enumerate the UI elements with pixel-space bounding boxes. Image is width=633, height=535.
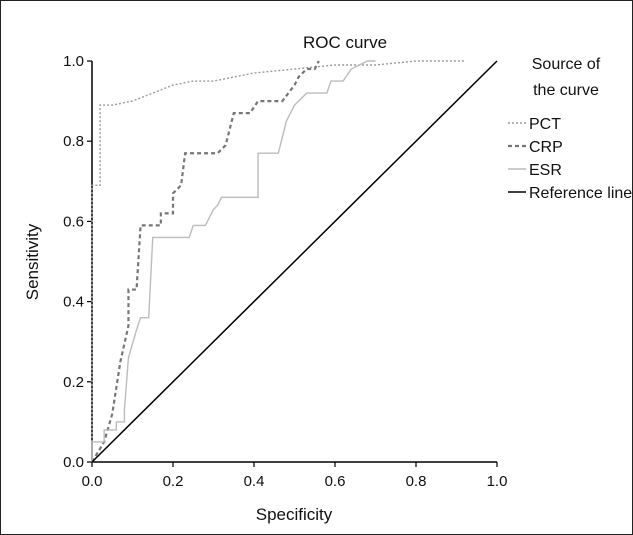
legend-title-line-1: Source of (532, 56, 601, 73)
x-ticks: 0.0 0.2 0.4 0.6 0.8 1.0 (82, 462, 508, 490)
y-tick-label: 0.8 (63, 133, 84, 150)
series-layer (91, 60, 498, 463)
x-tick-label: 0.2 (163, 473, 184, 490)
y-tick-label: 0.0 (63, 454, 84, 471)
y-axis-label: Sensitivity (23, 223, 42, 300)
legend-items: PCT CRP ESR Reference line (508, 116, 632, 202)
x-tick-label: 1.0 (487, 473, 508, 490)
x-tick-label: 0.4 (244, 473, 265, 490)
legend-label-esr: ESR (529, 162, 562, 179)
legend-label-crp: CRP (529, 139, 563, 156)
x-axis-label: Specificity (256, 505, 333, 524)
legend-title-line-2: the curve (533, 82, 599, 99)
x-tick-label: 0.8 (406, 473, 427, 490)
series-line-crp (91, 60, 320, 463)
series-line-pct (91, 60, 465, 462)
legend-label-reference-line: Reference line (529, 185, 632, 202)
x-tick-label: 0.6 (325, 473, 346, 490)
chart-title: ROC curve (303, 33, 387, 52)
plot-area: 0.0 0.2 0.4 0.6 0.8 1.0 0.0 0.2 0.4 0.6 0.8 1.0 (63, 53, 507, 490)
series-line-reference-line (91, 60, 498, 463)
legend-label-pct: PCT (529, 116, 561, 133)
y-tick-label: 0.4 (63, 294, 84, 311)
x-tick-label: 0.0 (82, 473, 103, 490)
y-tick-label: 1.0 (63, 53, 84, 70)
y-ticks: 0.0 0.2 0.4 0.6 0.8 1.0 (63, 53, 92, 471)
series-line-esr (91, 60, 376, 462)
y-tick-label: 0.2 (63, 374, 84, 391)
legend: Source of the curve PCT CRP ESR Reference l… (508, 56, 632, 202)
y-tick-label: 0.6 (63, 213, 84, 230)
